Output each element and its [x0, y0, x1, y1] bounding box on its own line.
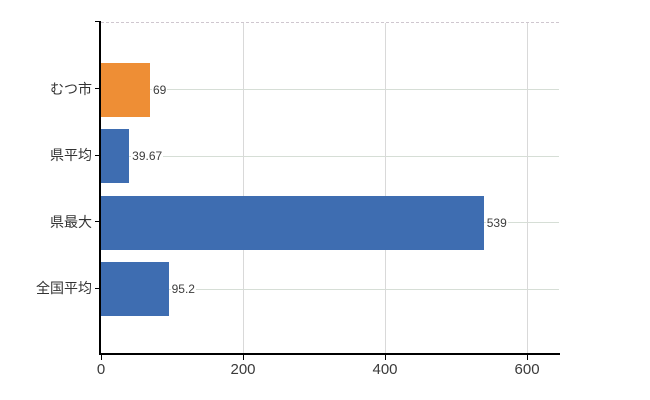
- y-tick-mark: [95, 221, 101, 223]
- category-label: むつ市: [50, 80, 92, 97]
- bar-value-label: 39.67: [131, 149, 164, 164]
- y-tick-mark: [95, 154, 101, 156]
- vertical-gridline: [526, 23, 528, 355]
- plot-area: 69 39.67 539 95.2: [101, 22, 559, 355]
- vertical-gridline: [384, 23, 386, 355]
- y-axis-line: [99, 21, 101, 355]
- bar-series[interactable]: [101, 262, 169, 317]
- bar-highlight[interactable]: [101, 62, 150, 117]
- y-tick-mark: [95, 88, 101, 90]
- x-tick-label: 200: [230, 361, 256, 378]
- category-label: 全国平均: [36, 280, 92, 297]
- x-tick-mark: [526, 355, 528, 360]
- bar-series[interactable]: [101, 129, 130, 184]
- bar-value-label: 95.2: [170, 282, 196, 297]
- horizontal-gridline: [101, 89, 559, 91]
- x-tick-label: 0: [96, 361, 106, 378]
- x-tick-label: 400: [372, 361, 398, 378]
- x-tick-mark: [242, 355, 244, 360]
- category-label: 県平均: [50, 147, 92, 164]
- y-axis-top-tick-mark: [95, 21, 101, 22]
- bar-value-label: 69: [151, 82, 168, 97]
- horizontal-gridline: [101, 155, 559, 157]
- x-axis-line: [99, 353, 560, 355]
- bar-series[interactable]: [101, 195, 484, 250]
- x-tick-mark: [384, 355, 386, 360]
- x-tick-mark: [100, 355, 102, 360]
- horizontal-gridline: [101, 288, 559, 290]
- vertical-gridline: [242, 23, 244, 355]
- x-tick-label: 600: [514, 361, 540, 378]
- y-tick-mark: [95, 287, 101, 289]
- category-label: 県最大: [50, 213, 92, 230]
- bar-value-label: 539: [485, 215, 508, 230]
